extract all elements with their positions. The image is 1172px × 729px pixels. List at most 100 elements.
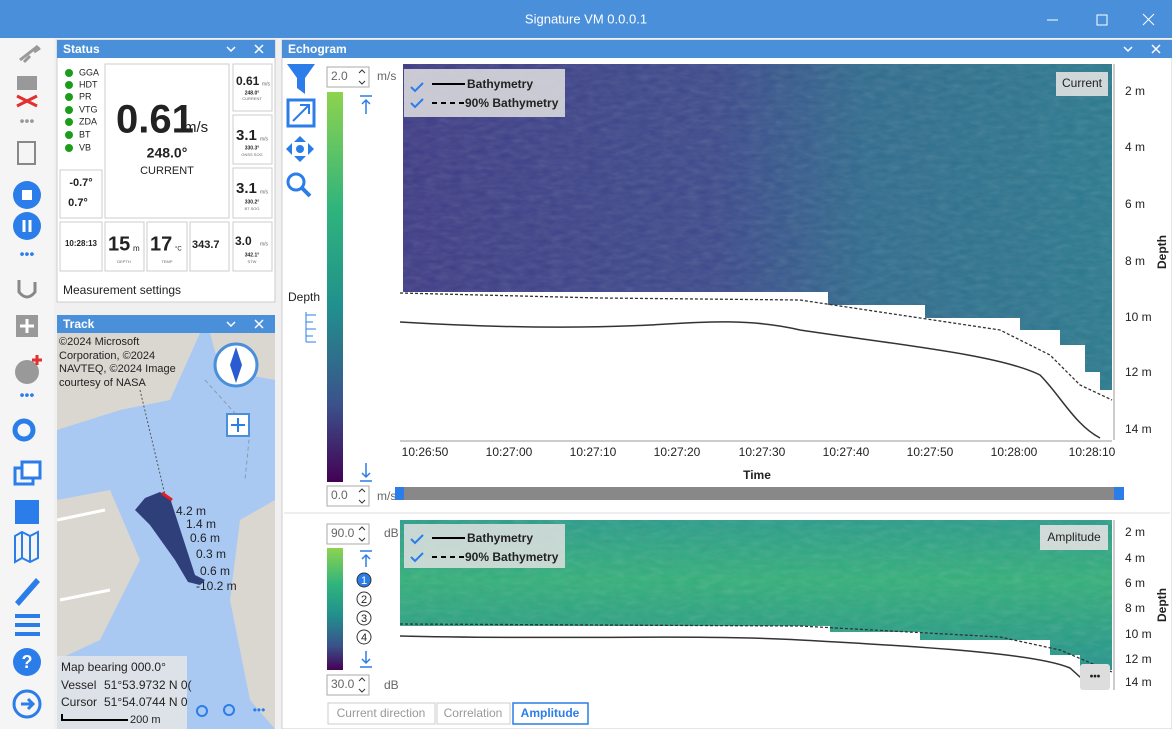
- tile-sub: 342.1°: [245, 252, 260, 258]
- map-more[interactable]: •••: [253, 703, 266, 717]
- x-tick-label: 10:26:50: [402, 445, 449, 459]
- app-window: Signature VM 0.0.0.1 ••• ••• ••• ? Statu…: [0, 0, 1172, 729]
- y-tick-label: 8 m: [1125, 254, 1145, 268]
- depth-label: -10.2 m: [196, 579, 237, 593]
- map-bearing: Map bearing 000.0°: [61, 660, 166, 674]
- page: Signature VM 0.0.0.1 ••• ••• ••• ? Statu…: [0, 0, 1172, 729]
- max-value: 2.0: [331, 69, 348, 83]
- current-label: CURRENT: [140, 165, 194, 177]
- min-value: 0.0: [331, 488, 348, 502]
- temp-label: TEMP: [161, 259, 172, 264]
- tile-label: CURRENT: [242, 96, 262, 101]
- tile-unit: m/s: [260, 241, 269, 247]
- tag: Current: [1062, 76, 1103, 90]
- panel-title: Track: [63, 317, 95, 331]
- scroll-handle[interactable]: [395, 487, 404, 500]
- unit: m/s: [377, 69, 396, 83]
- y-tick-label: 14 m: [1125, 422, 1152, 436]
- y-tick-label: 4 m: [1125, 140, 1145, 154]
- colorbar: [327, 548, 343, 670]
- beam-label: 4: [361, 632, 367, 644]
- depth-label: 0.6 m: [200, 564, 230, 578]
- cursor-label: Cursor: [61, 695, 97, 709]
- record-icon[interactable]: [15, 360, 39, 384]
- vessel-label: Vessel: [61, 678, 96, 692]
- tile-value: 3.0: [235, 234, 252, 248]
- x-tick-label: 10:27:30: [739, 445, 786, 459]
- legend-label: Bathymetry: [467, 77, 533, 91]
- svg-text:•••: •••: [20, 246, 35, 262]
- tile-unit: m/s: [262, 81, 271, 87]
- y-tick-label: 2 m: [1125, 525, 1145, 539]
- tile-label: GNSS SOG: [241, 152, 262, 157]
- current-speed: 0.61: [116, 98, 194, 142]
- depth-label: 1.4 m: [186, 517, 216, 531]
- tile-value: 3.1: [236, 127, 257, 144]
- panel-header: [282, 40, 1172, 58]
- beam-label: 2: [361, 594, 367, 606]
- depth-label: 4.2 m: [176, 504, 206, 518]
- window-title: Signature VM 0.0.0.1: [525, 11, 647, 26]
- clock: 10:28:13: [65, 239, 98, 248]
- copyright: courtesy of NASA: [59, 377, 146, 389]
- svg-text:•••: •••: [20, 113, 35, 129]
- y-tick-label: 8 m: [1125, 601, 1145, 615]
- y-tick-label: 2 m: [1125, 84, 1145, 98]
- roll: 0.7°: [68, 197, 88, 209]
- table-icon[interactable]: [15, 500, 39, 524]
- depth-label: 0.6 m: [190, 531, 220, 545]
- max-value: 90.0: [331, 526, 355, 540]
- depth-value: 15: [108, 233, 130, 255]
- beam-label: 1: [361, 575, 367, 587]
- y-tick-label: 6 m: [1125, 197, 1145, 211]
- legend-label: 90% Bathymetry: [465, 96, 559, 110]
- y-tick-label: 14 m: [1125, 675, 1152, 689]
- y-tick-label: 12 m: [1125, 652, 1152, 666]
- x-tick-label: 10:27:20: [654, 445, 701, 459]
- measurement-settings[interactable]: Measurement settings: [63, 283, 181, 297]
- y-tick-label: 6 m: [1125, 576, 1145, 590]
- indicator: VB: [79, 142, 91, 152]
- tile-value: 0.61: [236, 74, 260, 88]
- min-value: 30.0: [331, 677, 355, 691]
- current-direction: 248.0°: [147, 145, 188, 161]
- x-tick-label: 10:28:10: [1069, 445, 1116, 459]
- colorbar: [327, 92, 343, 482]
- legend-label: Bathymetry: [467, 531, 533, 545]
- pause-button[interactable]: [13, 212, 41, 240]
- copyright: ©2024 Microsoft: [59, 336, 139, 348]
- copyright: NAVTEQ, ©2024 Image: [59, 363, 176, 375]
- legend-label: 90% Bathymetry: [465, 550, 559, 564]
- map[interactable]: ©2024 Microsoft Corporation, ©2024 NAVTE…: [57, 333, 275, 729]
- indicator: BT: [79, 129, 91, 139]
- tile-unit: m/s: [260, 189, 269, 195]
- depth-label: 0.3 m: [196, 547, 226, 561]
- indicator: VTG: [79, 104, 98, 114]
- copyright: Corporation, ©2024: [59, 350, 155, 362]
- scale-label: 200 m: [130, 714, 161, 726]
- instrument-icon[interactable]: [17, 76, 37, 90]
- y-tick-label: 10 m: [1125, 627, 1152, 641]
- panel-title: Status: [63, 42, 100, 56]
- y-tick-label: 4 m: [1125, 551, 1145, 565]
- x-tick-label: 10:27:50: [907, 445, 954, 459]
- svg-text:?: ?: [22, 652, 33, 672]
- tab-label: Correlation: [444, 706, 503, 720]
- depth-label: DEPTH: [117, 259, 131, 264]
- x-axis-label: Time: [743, 468, 771, 482]
- unit: m/s: [377, 489, 396, 503]
- scroll-handle[interactable]: [1114, 487, 1124, 500]
- time-scrollbar[interactable]: [395, 487, 1124, 500]
- x-tick-label: 10:27:10: [570, 445, 617, 459]
- svg-text:•••: •••: [20, 387, 35, 403]
- beam-label: 3: [361, 613, 367, 625]
- heading-value: 343.7: [192, 239, 220, 251]
- tile-sub: 330.3°: [245, 145, 260, 151]
- tile-sub: 330.2°: [245, 199, 260, 205]
- current-unit: m/s: [184, 119, 208, 136]
- tile-unit: m/s: [260, 136, 269, 142]
- indicator: PR: [79, 91, 92, 101]
- tile-label: STW: [248, 259, 257, 264]
- y-tick-label: 12 m: [1125, 365, 1152, 379]
- unit: dB: [384, 678, 399, 692]
